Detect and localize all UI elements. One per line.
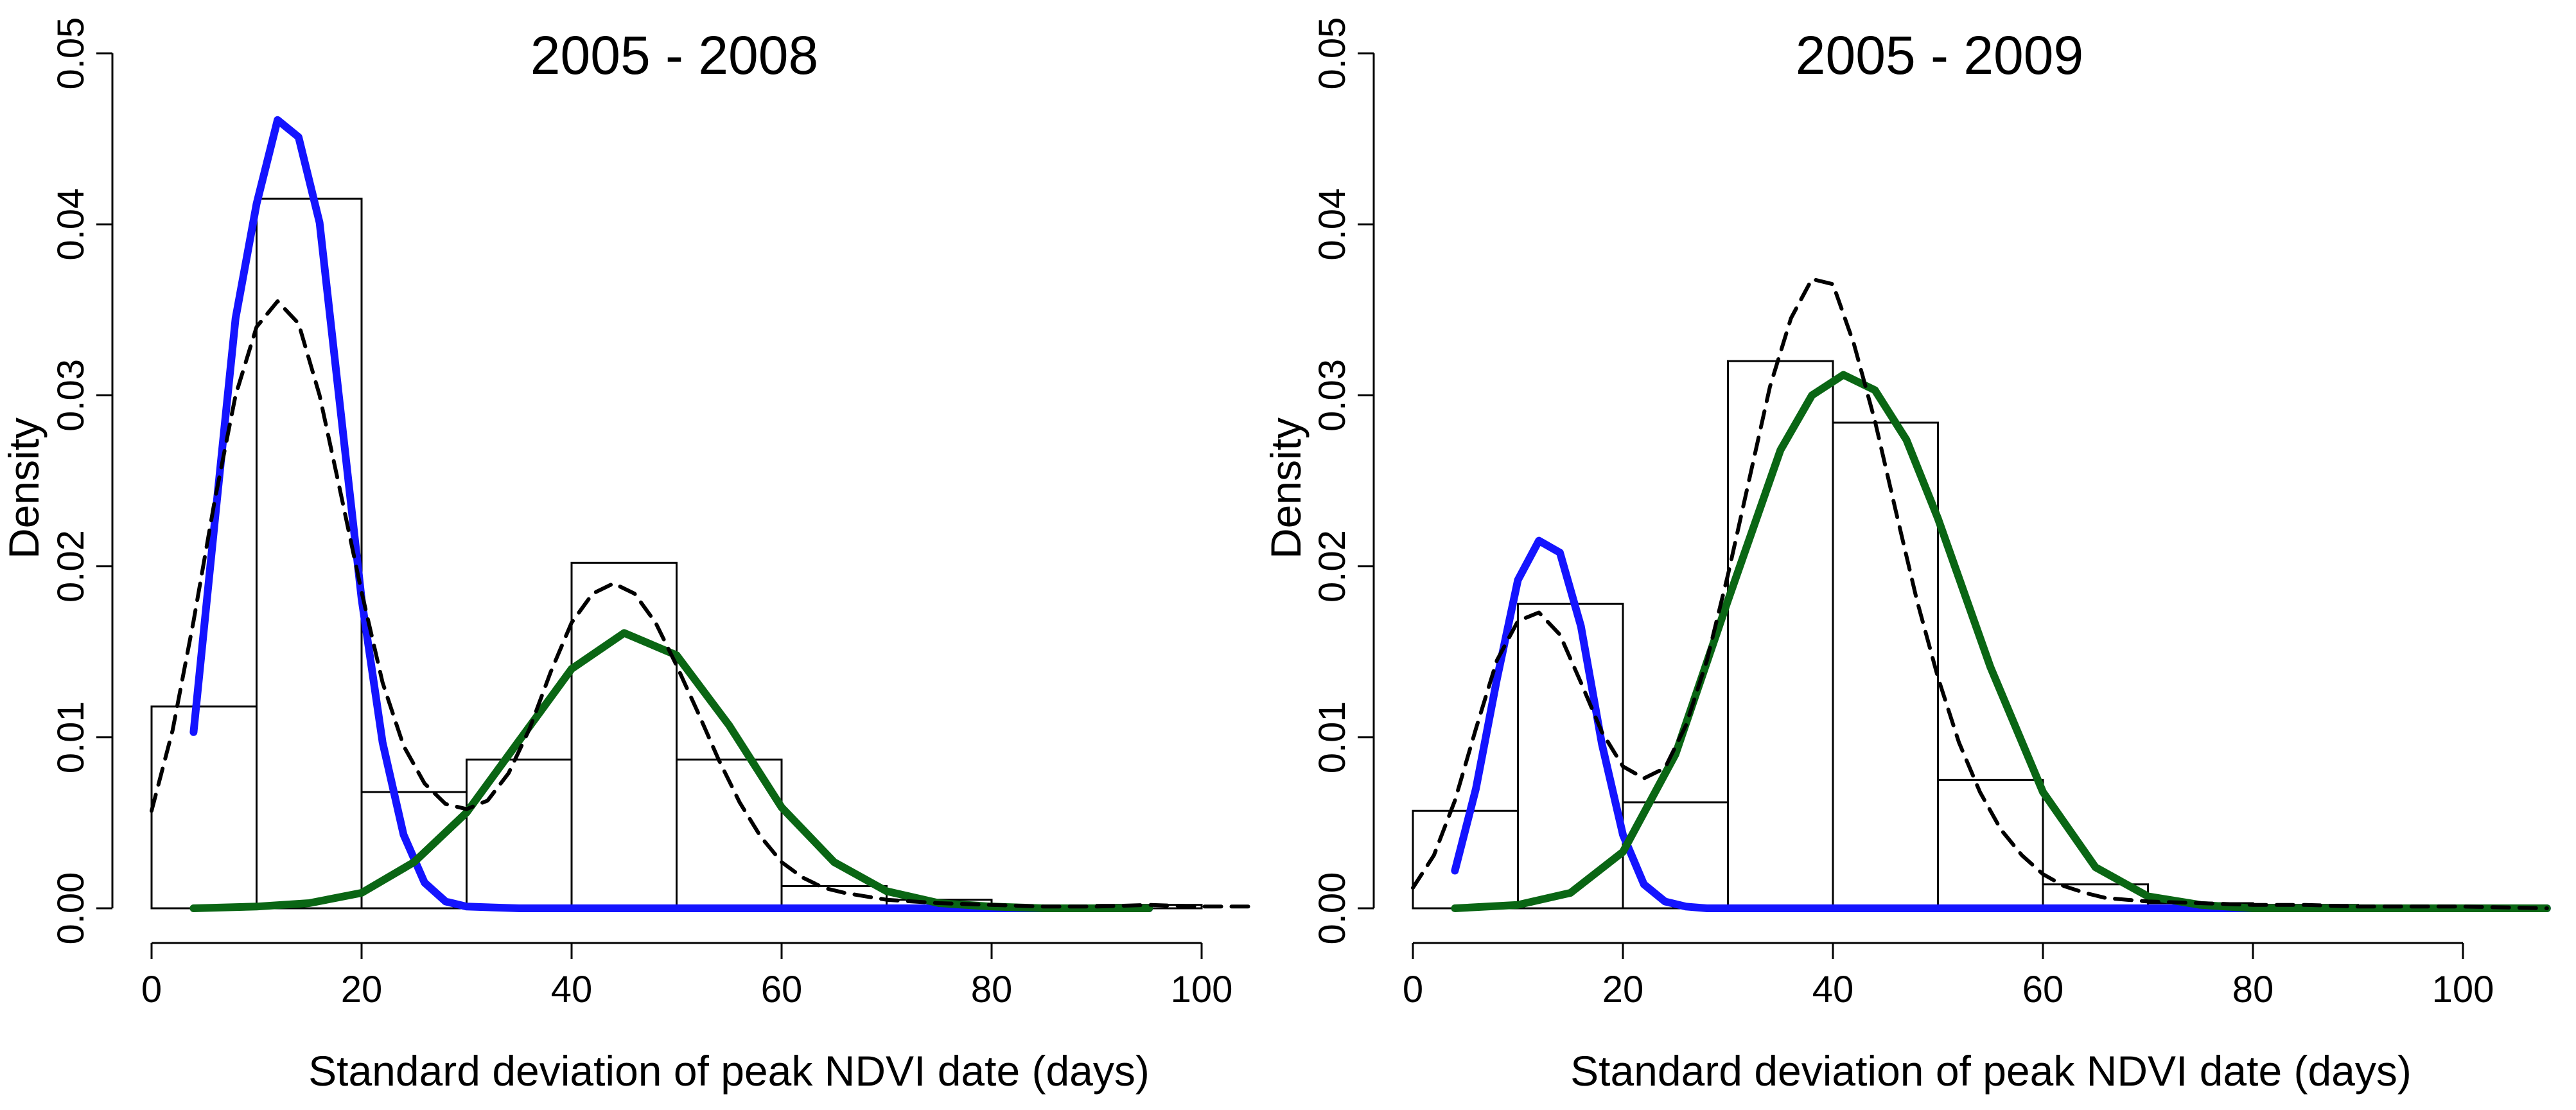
y-tick-label: 0.01 xyxy=(1311,701,1353,773)
histogram-bar xyxy=(570,561,678,910)
chart-panel-2005-2009: 2005 - 2009 0 20 40 60 80 100 0.00 0.01 0.02 0.03 0… xyxy=(1262,17,2551,1095)
y-axis-label: Density xyxy=(1262,418,1310,559)
component-1-curve xyxy=(1451,536,2551,912)
chart-title: 2005 - 2008 xyxy=(530,25,818,85)
y-tick-label: 0.00 xyxy=(50,872,92,945)
histogram-bar xyxy=(256,197,363,910)
x-tick-label: 60 xyxy=(761,969,803,1010)
histogram-bar xyxy=(1517,603,1624,910)
x-tick-label: 20 xyxy=(1602,969,1644,1010)
mixture-density-dashed-curve xyxy=(1411,277,2549,910)
x-tick-label: 100 xyxy=(1171,969,1233,1010)
x-tick-label: 0 xyxy=(141,969,162,1010)
y-tick-label: 0.02 xyxy=(50,530,92,603)
x-tick-label: 80 xyxy=(2232,969,2274,1010)
histogram-bar xyxy=(1832,421,1939,910)
x-tick-label: 100 xyxy=(2432,969,2494,1010)
mixture-density-dashed-curve xyxy=(150,299,1256,909)
y-tick-label: 0.04 xyxy=(1311,188,1353,261)
component-1-curve xyxy=(189,116,1153,912)
histogram-bars xyxy=(150,197,1203,910)
histogram-bar xyxy=(150,705,258,910)
y-tick-label: 0.01 xyxy=(50,701,92,773)
y-tick-label: 0.04 xyxy=(50,188,92,261)
y-tick-label: 0.00 xyxy=(1311,872,1353,945)
y-axis-label: Density xyxy=(0,418,48,559)
x-tick-label: 60 xyxy=(2022,969,2064,1010)
y-tick-label: 0.05 xyxy=(50,17,92,90)
histogram-bar xyxy=(466,758,573,910)
x-tick-label: 0 xyxy=(1403,969,1423,1010)
chart-panel-2005-2008: 2005 - 2008 0 20 40 60 80 100 0.00 0.01 0.02 0.03 0… xyxy=(0,17,1256,1095)
x-tick-label: 20 xyxy=(341,969,383,1010)
y-tick-label: 0.03 xyxy=(1311,359,1353,432)
x-axis-label: Standard deviation of peak NDVI date (da… xyxy=(1570,1047,2412,1095)
chart-title: 2005 - 2009 xyxy=(1796,25,2083,85)
x-tick-label: 40 xyxy=(1812,969,1854,1010)
x-tick-label: 80 xyxy=(971,969,1013,1010)
x-tick-label: 40 xyxy=(551,969,593,1010)
x-axis-label: Standard deviation of peak NDVI date (da… xyxy=(308,1047,1150,1095)
y-tick-label: 0.05 xyxy=(1311,17,1353,90)
histogram-bars xyxy=(1412,360,2464,910)
histogram-bar xyxy=(1937,779,2044,910)
component-2-curve xyxy=(189,629,1153,912)
y-tick-label: 0.03 xyxy=(50,359,92,432)
component-2-curve xyxy=(1451,371,2551,912)
y-tick-label: 0.02 xyxy=(1311,530,1353,603)
